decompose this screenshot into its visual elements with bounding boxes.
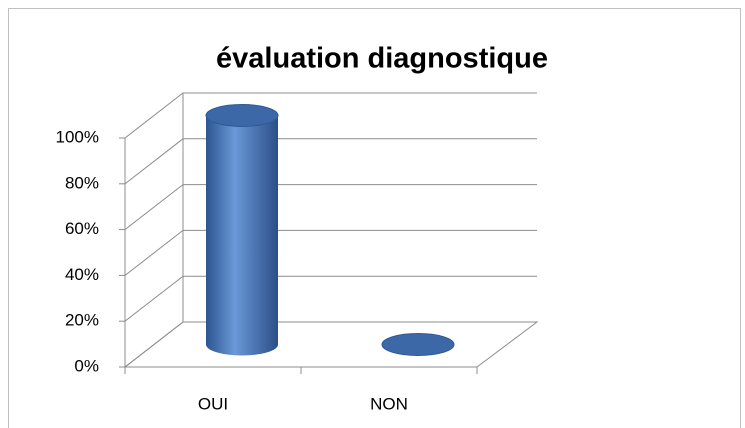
y-tick-label: 40% [65,265,99,284]
grid-line [124,275,537,322]
grid-line [124,138,537,185]
frame [8,8,741,428]
cylinder [381,333,455,356]
y-tick-label: 80% [65,173,99,192]
grid-line [124,92,537,139]
y-tick-label: 0% [74,356,99,375]
y-tick-label: 60% [65,219,99,238]
grid-line [124,229,537,276]
grid-line [124,184,537,230]
y-tick-label: 20% [65,311,99,330]
y-tick-label: 100% [56,127,99,146]
grid-line [124,321,537,368]
floor [124,321,539,368]
chart-title: évaluation diagnostique [216,43,548,75]
bar-top [381,333,455,356]
x-tick-label: OUI [198,394,228,413]
bar-top [205,104,279,127]
bar [206,115,278,356]
cylinder [205,104,279,356]
x-tick-label: NON [370,394,408,413]
